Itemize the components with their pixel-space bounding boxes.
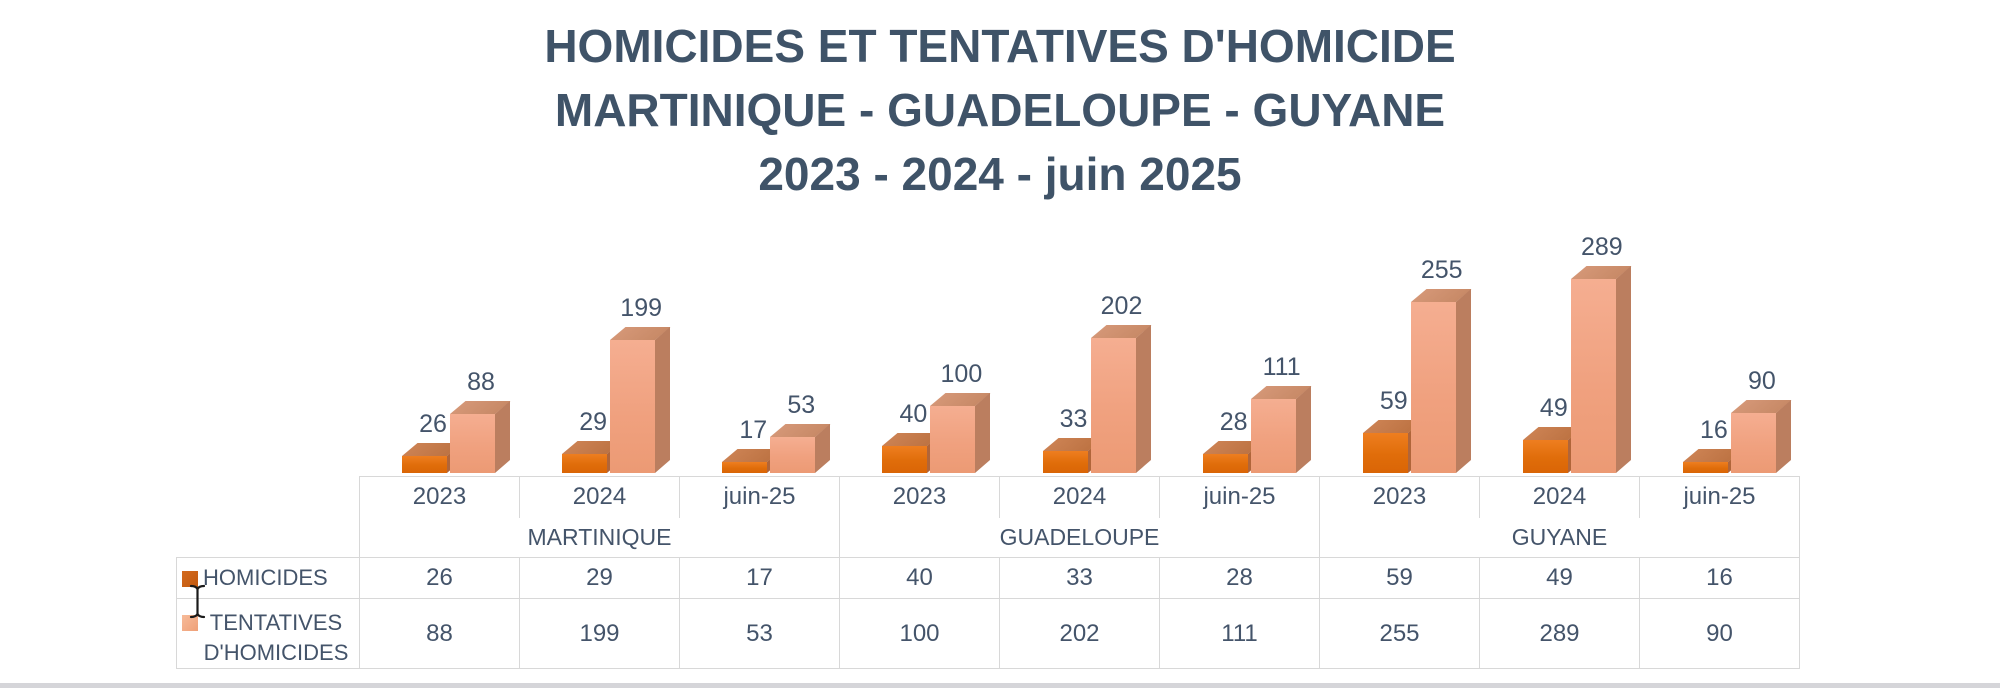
- tentatives-value-cell: 111: [1159, 598, 1320, 669]
- bar-side-face: [495, 401, 511, 473]
- bar-label-tentatives-4: 100: [940, 360, 983, 388]
- tentatives-value-cell: 255: [1319, 598, 1480, 669]
- bar-homicides-3[interactable]: [722, 449, 783, 473]
- bar-label-tentatives-5: 202: [1100, 292, 1143, 320]
- region-header-cell: MARTINIQUE: [359, 517, 840, 558]
- bar-tentatives-6[interactable]: [1250, 386, 1312, 473]
- bar-homicides-5[interactable]: [1042, 438, 1103, 473]
- region-header-cell: GUADELOUPE: [839, 517, 1320, 558]
- bar-label-homicides-2: 29: [579, 408, 608, 436]
- bar-side-face: [975, 393, 991, 473]
- bar-tentatives-9[interactable]: [1730, 400, 1792, 473]
- homicides-value-cell: 26: [359, 557, 520, 599]
- bar-homicides-6[interactable]: [1202, 441, 1264, 473]
- homicides-value-cell: 40: [839, 557, 1000, 599]
- bar-side-face: [1135, 325, 1151, 473]
- tentatives-value-cell: 88: [359, 598, 520, 669]
- tentatives-value-cell: 199: [519, 598, 680, 669]
- table-corner-spacer: [177, 477, 360, 518]
- bar-label-homicides-3: 17: [739, 416, 768, 444]
- homicides-value-cell: 59: [1319, 557, 1480, 599]
- homicides-value-cell: 17: [679, 557, 840, 599]
- bar-homicides-4[interactable]: [882, 433, 943, 473]
- bar-label-homicides-8: 49: [1539, 394, 1568, 422]
- bar-tentatives-8[interactable]: [1570, 266, 1632, 473]
- year-header-cell: juin-25: [679, 476, 840, 518]
- tentatives-legend-label: TENTATIVES D'HOMICIDES: [203, 610, 349, 665]
- tentatives-legend-cell: TENTATIVES D'HOMICIDES: [176, 598, 360, 669]
- year-header-cell: juin-25: [1639, 476, 1800, 518]
- bar-side-face: [1295, 386, 1311, 473]
- bottom-scroll-strip: [0, 683, 2000, 688]
- bar-label-homicides-1: 26: [419, 410, 447, 438]
- bar-tentatives-3[interactable]: [770, 424, 831, 473]
- chart-title: HOMICIDES ET TENTATIVES D'HOMICIDE MARTI…: [0, 14, 2000, 206]
- year-header-cell: 2023: [359, 476, 520, 518]
- tentatives-value-cell: 90: [1639, 598, 1800, 669]
- year-header-cell: 2023: [1319, 476, 1480, 518]
- bar-homicides-2[interactable]: [562, 441, 623, 473]
- bar-homicides-9[interactable]: [1682, 449, 1744, 473]
- bar-label-tentatives-9: 90: [1748, 367, 1776, 395]
- year-header-cell: 2024: [999, 476, 1160, 518]
- tentatives-value-cell: 53: [679, 598, 840, 669]
- bar-label-homicides-9: 16: [1700, 416, 1728, 444]
- homicides-value-cell: 33: [999, 557, 1160, 599]
- homicides-legend-swatch: [182, 571, 198, 587]
- chart-title-line2: MARTINIQUE - GUADELOUPE - GUYANE: [554, 84, 1446, 136]
- table-corner-spacer: [177, 518, 360, 558]
- data-table: 2023 2024 juin-25 2023 2024 juin-25 2023 2024 ju…: [176, 476, 1800, 669]
- homicides-legend-cell: HOMICIDES: [176, 557, 360, 599]
- bar-label-tentatives-8: 289: [1580, 233, 1623, 261]
- year-header-cell: 2023: [839, 476, 1000, 518]
- bar-label-tentatives-1: 88: [467, 368, 495, 396]
- bar-label-tentatives-3: 53: [787, 391, 816, 419]
- bar-label-tentatives-6: 111: [1262, 353, 1301, 381]
- bar-label-homicides-5: 33: [1059, 405, 1088, 433]
- bar-homicides-8[interactable]: [1522, 427, 1584, 473]
- bar-label-homicides-4: 40: [899, 400, 928, 428]
- bar-tentatives-5[interactable]: [1090, 325, 1151, 473]
- bar-label-homicides-6: 28: [1219, 408, 1248, 436]
- bar-homicides-1[interactable]: [402, 443, 463, 473]
- homicides-value-cell: 16: [1639, 557, 1800, 599]
- bar-side-face: [1455, 289, 1471, 473]
- bar-homicides-7[interactable]: [1362, 420, 1424, 473]
- bar-side-face: [1615, 266, 1631, 473]
- homicides-value-cell: 28: [1159, 557, 1320, 599]
- homicides-value-cell: 49: [1479, 557, 1640, 599]
- tentatives-value-cell: 202: [999, 598, 1160, 669]
- homicides-value-cell: 29: [519, 557, 680, 599]
- tentatives-legend-swatch: [182, 615, 198, 631]
- tentatives-value-cell: 289: [1479, 598, 1640, 669]
- region-header-cell: GUYANE: [1319, 517, 1800, 558]
- bar-side-face: [655, 327, 671, 473]
- bar-tentatives-7[interactable]: [1410, 289, 1472, 473]
- year-header-cell: 2024: [1479, 476, 1640, 518]
- bar-label-tentatives-7: 255: [1420, 256, 1463, 284]
- chart-title-line3: 2023 - 2024 - juin 2025: [758, 148, 1242, 200]
- bar-label-homicides-7: 59: [1379, 387, 1408, 415]
- bar-side-face: [1775, 400, 1791, 473]
- homicides-legend-label: HOMICIDES: [203, 565, 328, 590]
- bar-label-tentatives-2: 199: [620, 294, 663, 322]
- tentatives-value-cell: 100: [839, 598, 1000, 669]
- text-cursor-icon: [189, 584, 206, 619]
- year-header-cell: juin-25: [1159, 476, 1320, 518]
- bar-tentatives-1[interactable]: [450, 401, 511, 473]
- chart-title-line1: HOMICIDES ET TENTATIVES D'HOMICIDE: [544, 20, 1456, 72]
- bar-tentatives-2[interactable]: [610, 327, 671, 473]
- year-header-cell: 2024: [519, 476, 680, 518]
- bar-tentatives-4[interactable]: [930, 393, 991, 473]
